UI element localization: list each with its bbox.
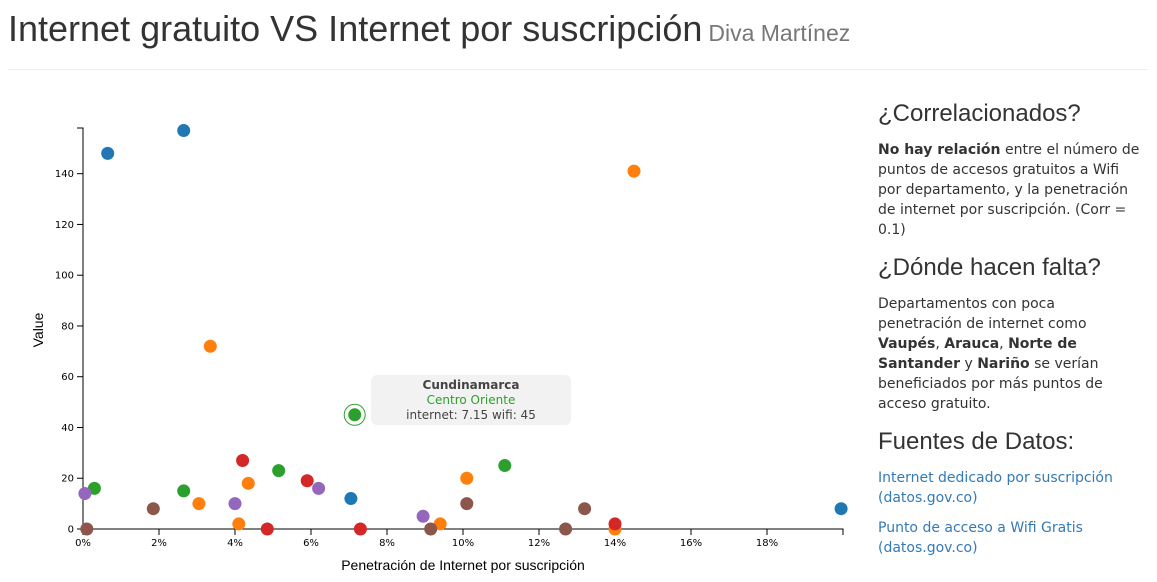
correlation-body: entre el número de puntos de accesos gra… <box>878 142 1140 238</box>
x-tick-label: 18% <box>756 538 778 549</box>
y-axis-label: Value <box>30 312 46 347</box>
y-tick-label: 20 <box>61 474 74 485</box>
correlation-bold: No hay relación <box>878 142 1001 158</box>
y-axis: 0 20 40 60 80 100 120 140 <box>55 127 84 536</box>
tooltip-values: internet: 7.15 wifi: 45 <box>406 408 536 422</box>
y-tick-label: 100 <box>55 271 74 282</box>
title-text: Internet gratuito VS Internet por suscri… <box>8 8 703 49</box>
data-point[interactable] <box>203 339 217 353</box>
y-tick-label: 0 <box>68 525 74 536</box>
source-link-wifi[interactable]: Punto de acceso a Wifi Gratis (datos.gov… <box>878 520 1083 556</box>
data-point[interactable] <box>460 471 474 485</box>
data-point[interactable] <box>834 502 848 516</box>
x-tick-label: 6% <box>303 538 319 549</box>
data-point[interactable] <box>80 522 94 536</box>
x-tick-label: 14% <box>604 538 626 549</box>
y-tick-label: 120 <box>55 220 74 231</box>
data-point[interactable] <box>101 146 115 160</box>
data-points <box>78 124 848 536</box>
data-point[interactable] <box>87 481 101 495</box>
correlation-text: No hay relación entre el número de punto… <box>878 140 1140 240</box>
data-point[interactable] <box>300 474 314 488</box>
x-tick-label: 12% <box>528 538 550 549</box>
source-link-internet[interactable]: Internet dedicado por suscripción (datos… <box>878 470 1113 506</box>
correlation-heading: ¿Correlacionados? <box>878 100 1081 127</box>
tooltip-region: Centro Oriente <box>427 393 516 407</box>
author-name: Diva Martínez <box>708 20 851 46</box>
y-tick-label: 140 <box>55 169 74 180</box>
y-tick-label: 40 <box>61 423 74 434</box>
data-point[interactable] <box>348 408 362 422</box>
need-heading: ¿Dónde hacen falta? <box>878 254 1101 281</box>
y-tick-label: 80 <box>61 321 74 332</box>
need-narino: Nariño <box>977 356 1030 372</box>
tooltip-name: Cundinamarca <box>423 378 520 392</box>
need-post: se verían beneficiados por más puntos de… <box>878 356 1103 412</box>
x-tick-label: 16% <box>680 538 702 549</box>
x-tick-label: 8% <box>379 538 395 549</box>
x-tick-label: 0% <box>75 538 91 549</box>
x-tick-label: 4% <box>227 538 243 549</box>
y-tick-label: 60 <box>61 372 74 383</box>
data-point[interactable] <box>260 522 274 536</box>
sidebar: ¿Correlacionados? No hay relación entre … <box>878 100 1140 568</box>
need-sep3: y <box>960 356 978 372</box>
scatter-chart: 0 20 40 60 80 100 120 140 0% 2% 4% 6% 8% 10% 12% 14% 16… <box>30 124 848 573</box>
data-point[interactable] <box>146 502 160 516</box>
data-point[interactable] <box>460 497 474 511</box>
need-sep1: , <box>935 336 945 352</box>
tooltip-box <box>371 375 571 425</box>
data-point[interactable] <box>232 517 246 531</box>
data-point[interactable] <box>228 497 242 511</box>
need-vaupes: Vaupés <box>878 336 936 352</box>
data-point[interactable] <box>559 522 573 536</box>
data-point[interactable] <box>236 453 250 467</box>
data-point[interactable] <box>241 476 255 490</box>
data-point[interactable] <box>344 492 358 506</box>
sources-heading: Fuentes de Datos: <box>878 428 1075 455</box>
data-point[interactable] <box>177 484 191 498</box>
data-point[interactable] <box>578 502 592 516</box>
data-point[interactable] <box>608 517 622 531</box>
need-norte-santander: Norte de Santander <box>878 336 1077 372</box>
x-axis: 0% 2% 4% 6% 8% 10% 12% 14% 16% 18% <box>75 528 844 549</box>
data-point[interactable] <box>78 486 92 500</box>
data-point[interactable] <box>498 459 512 473</box>
data-point[interactable] <box>177 124 191 138</box>
need-sep2: , <box>999 336 1009 352</box>
page-header: Internet gratuito VS Internet por suscri… <box>8 4 1148 70</box>
need-arauca: Arauca <box>944 336 1000 352</box>
data-point[interactable] <box>353 522 367 536</box>
page-title: Internet gratuito VS Internet por suscri… <box>8 8 850 50</box>
data-point[interactable] <box>312 481 326 495</box>
x-tick-label: 2% <box>151 538 167 549</box>
need-text: Departamentos con poca penetración de in… <box>878 294 1140 414</box>
data-point[interactable] <box>424 522 438 536</box>
y-axis-line <box>77 127 84 530</box>
data-point[interactable] <box>416 509 430 523</box>
need-pre: Departamentos con poca penetración de in… <box>878 296 1087 332</box>
tooltip: Cundinamarca Centro Oriente internet: 7.… <box>371 375 571 425</box>
data-point[interactable] <box>272 464 286 478</box>
x-tick-label: 10% <box>452 538 474 549</box>
data-point[interactable] <box>433 517 447 531</box>
data-point[interactable] <box>192 497 206 511</box>
data-point[interactable] <box>627 164 641 178</box>
x-axis-label: Penetración de Internet por suscripción <box>341 557 585 573</box>
